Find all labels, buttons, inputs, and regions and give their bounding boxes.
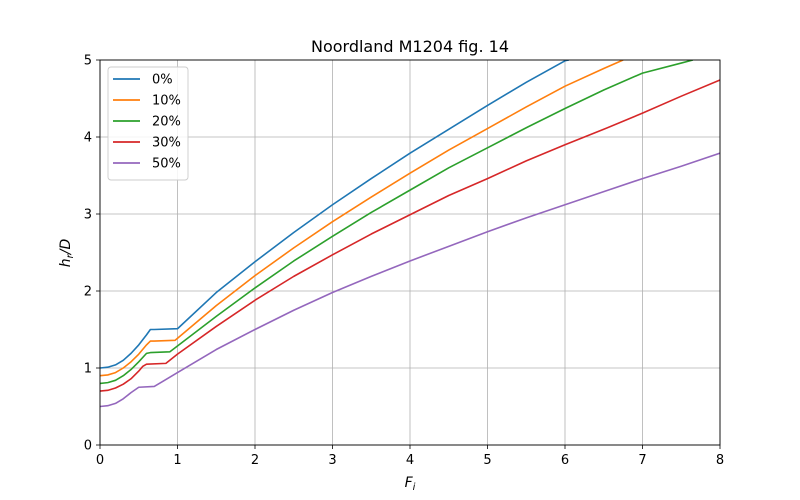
series-line-20pct xyxy=(100,60,694,385)
grid-lines xyxy=(99,59,721,446)
plot-frame xyxy=(99,59,721,446)
y-axis-title-suffix: /D xyxy=(58,239,74,257)
x-axis-title-sub: i xyxy=(413,482,416,493)
x-tick-label: 5 xyxy=(483,453,491,468)
x-axis-title-main: F xyxy=(405,475,414,491)
series-line-10pct xyxy=(100,60,624,377)
legend-label-20pct: 20% xyxy=(152,115,181,130)
x-tick-label: 6 xyxy=(561,453,569,468)
legend: 0% 10% 20% 30% 50% xyxy=(107,66,189,181)
y-axis-title-sub: r xyxy=(65,253,76,258)
x-tick-label: 3 xyxy=(328,453,336,468)
y-tick-label: 3 xyxy=(84,208,92,223)
x-tick-label: 2 xyxy=(251,453,259,468)
chart-title: Noordland M1204 fig. 14 xyxy=(311,37,509,56)
legend-box xyxy=(107,66,189,181)
axis-ticks: 0 1 2 3 4 5 6 7 8 0 1 2 3 4 5 xyxy=(84,54,724,469)
series-line-50pct xyxy=(100,152,720,408)
legend-label-50pct: 50% xyxy=(152,157,181,172)
series-line-0pct xyxy=(100,60,570,369)
y-tick-label: 2 xyxy=(84,285,92,300)
legend-label-10pct: 10% xyxy=(152,94,181,109)
y-axis-title-main: h xyxy=(58,258,74,267)
x-tick-label: 1 xyxy=(173,453,181,468)
x-axis-title: Fi xyxy=(405,475,416,493)
y-tick-label: 0 xyxy=(84,439,92,454)
legend-label-30pct: 30% xyxy=(152,136,181,151)
legend-label-0pct: 0% xyxy=(152,73,173,88)
x-tick-label: 8 xyxy=(716,453,724,468)
y-axis-title: hr/D xyxy=(58,239,76,268)
y-tick-label: 4 xyxy=(84,131,92,146)
y-tick-label: 1 xyxy=(84,362,92,377)
x-tick-label: 0 xyxy=(96,453,104,468)
x-tick-label: 4 xyxy=(406,453,414,468)
series-lines xyxy=(100,60,720,408)
x-tick-label: 7 xyxy=(638,453,646,468)
y-tick-label: 5 xyxy=(84,54,92,69)
series-line-30pct xyxy=(100,79,720,392)
